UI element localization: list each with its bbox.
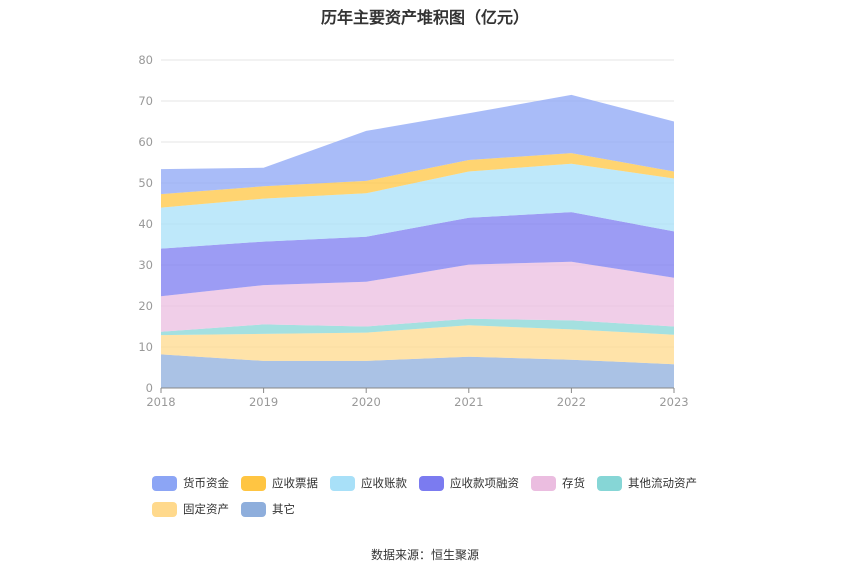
x-tick-label: 2021 bbox=[454, 395, 483, 409]
legend-label: 存货 bbox=[562, 476, 585, 490]
legend-item[interactable]: 应收账款 bbox=[330, 475, 407, 491]
area-应收票据 bbox=[161, 153, 674, 208]
source-name: 恒生聚源 bbox=[431, 548, 480, 562]
y-tick-label: 10 bbox=[138, 340, 153, 354]
legend-item[interactable]: 固定资产 bbox=[152, 501, 229, 517]
area-series-group bbox=[161, 94, 674, 388]
legend-row: 固定资产 其它 bbox=[152, 497, 752, 521]
legend-label: 货币资金 bbox=[183, 476, 229, 490]
legend-swatch bbox=[597, 475, 622, 491]
legend-swatch bbox=[419, 475, 444, 491]
legend-item[interactable]: 应收款项融资 bbox=[419, 475, 519, 491]
legend-swatch bbox=[152, 501, 177, 517]
y-tick-label: 80 bbox=[138, 53, 153, 67]
legend-swatch bbox=[152, 475, 177, 491]
area-货币资金 bbox=[161, 94, 674, 195]
x-tick-label: 2023 bbox=[659, 395, 688, 409]
area-应收款项融资 bbox=[161, 212, 674, 297]
legend-item[interactable]: 货币资金 bbox=[152, 475, 229, 491]
stacked-area-chart: 0 10 20 30 40 50 60 70 80 2018 2019 2020 2021 2022 202… bbox=[138, 53, 688, 409]
data-source: 数据来源：恒生聚源 bbox=[0, 546, 850, 563]
legend-label: 固定资产 bbox=[183, 502, 229, 516]
x-tick-label: 2019 bbox=[249, 395, 278, 409]
chart-title: 历年主要资产堆积图（亿元） bbox=[320, 8, 529, 27]
legend-item[interactable]: 其他流动资产 bbox=[597, 475, 697, 491]
y-tick-label: 20 bbox=[138, 299, 153, 313]
y-tick-label: 60 bbox=[138, 135, 153, 149]
y-tick-label: 70 bbox=[138, 94, 153, 108]
legend-swatch bbox=[531, 475, 556, 491]
axes: 0 10 20 30 40 50 60 70 80 2018 2019 2020 2021 2022 202… bbox=[138, 53, 688, 409]
legend-label: 应收款项融资 bbox=[450, 476, 519, 490]
x-tick-label: 2020 bbox=[352, 395, 381, 409]
area-其他流动资产 bbox=[161, 318, 674, 336]
legend-item[interactable]: 应收票据 bbox=[241, 475, 318, 491]
chart-legend: 货币资金 应收票据 应收账款 应收款项融资 存货 其他流动资产固定资产 其它 bbox=[152, 471, 752, 523]
legend-label: 应收票据 bbox=[272, 476, 318, 490]
y-tick-label: 30 bbox=[138, 258, 153, 272]
area-固定资产 bbox=[161, 325, 674, 365]
source-label: 数据来源： bbox=[370, 548, 431, 562]
legend-swatch bbox=[241, 501, 266, 517]
legend-label: 其他流动资产 bbox=[628, 476, 697, 490]
area-应收账款 bbox=[161, 163, 674, 249]
legend-swatch bbox=[241, 475, 266, 491]
legend-row: 货币资金 应收票据 应收账款 应收款项融资 存货 其他流动资产 bbox=[152, 471, 752, 495]
legend-swatch bbox=[330, 475, 355, 491]
legend-item[interactable]: 其它 bbox=[241, 501, 295, 517]
y-tick-label: 0 bbox=[146, 381, 153, 395]
y-tick-label: 50 bbox=[138, 176, 153, 190]
legend-label: 应收账款 bbox=[361, 476, 407, 490]
area-存货 bbox=[161, 261, 674, 332]
legend-item[interactable]: 存货 bbox=[531, 475, 585, 491]
area-其它 bbox=[161, 354, 674, 388]
y-tick-label: 40 bbox=[138, 217, 153, 231]
x-tick-label: 2018 bbox=[146, 395, 175, 409]
x-tick-label: 2022 bbox=[557, 395, 586, 409]
legend-label: 其它 bbox=[272, 502, 295, 516]
